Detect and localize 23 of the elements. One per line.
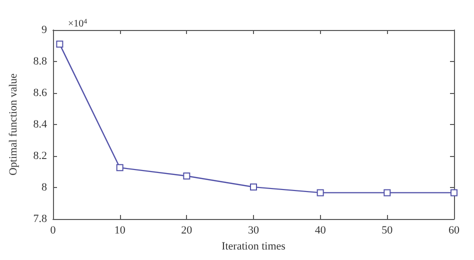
x-tick-label: 40	[314, 224, 326, 236]
x-tick-label: 20	[181, 224, 193, 236]
x-tick-label: 10	[114, 224, 126, 236]
x-tick-label: 30	[248, 224, 260, 236]
point	[316, 189, 324, 196]
point	[384, 189, 391, 196]
y-tick-label: 8.6	[33, 87, 48, 99]
x-tick-label: 60	[448, 224, 460, 236]
point	[250, 184, 257, 191]
y-tick-label: 9	[42, 24, 48, 36]
y-axis-title: Optimal function value	[8, 73, 20, 176]
point	[183, 172, 190, 180]
point	[116, 164, 124, 172]
point	[450, 189, 458, 196]
y-tick-label: 8.4	[33, 118, 48, 130]
y-tick-label: 8	[42, 182, 48, 194]
x-tick-label: 0	[50, 224, 56, 236]
y-tick-label: 8.8	[33, 56, 48, 68]
x-axis-title: Iteration times	[222, 240, 286, 252]
point	[56, 40, 64, 48]
y-tick-label: 8.2	[33, 150, 47, 162]
x-tick-label: 50	[382, 224, 394, 236]
y-tick-label: 7.8	[33, 213, 48, 225]
